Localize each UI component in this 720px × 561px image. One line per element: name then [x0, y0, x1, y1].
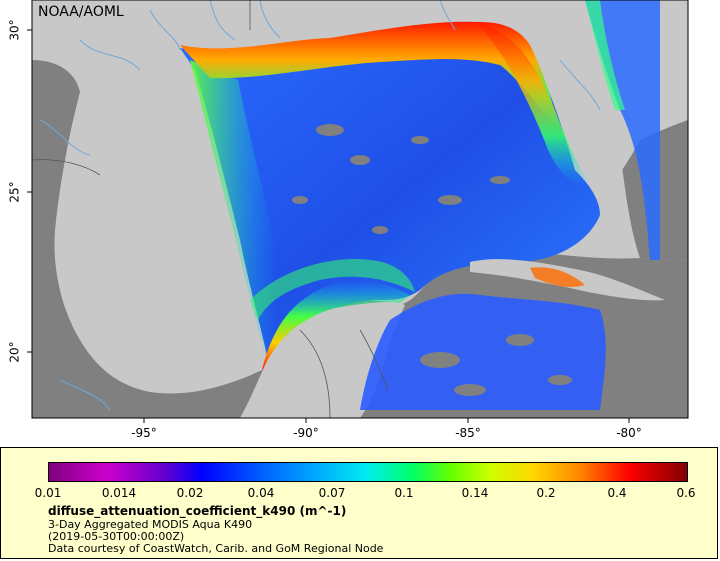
colorbar-tick-label: 0.14	[461, 486, 489, 500]
colorbar-tick-label: 0.2	[536, 486, 556, 500]
coast-florida	[480, 24, 590, 185]
shelf-yucatan-glow	[250, 259, 415, 320]
colorbar-tick-label: 0.01	[34, 486, 62, 500]
legend-product-line: 3-Day Aggregated MODIS Aqua K490	[48, 518, 253, 531]
legend-title: diffuse_attenuation_coefficient_k490 (m^…	[48, 504, 347, 518]
cloud-patches	[292, 124, 572, 396]
lat-tick-label: 30°	[7, 19, 22, 41]
caribbean-swath	[360, 293, 606, 410]
lon-tick-label: -95°	[131, 426, 157, 440]
atlantic-coastal-green	[585, 0, 625, 110]
atlantic-swath	[585, 0, 660, 260]
legend-credit-line: Data courtesy of CoastWatch, Carib. and …	[48, 542, 384, 555]
colorbar-tick-label: 0.014	[101, 486, 137, 500]
shelf-west	[190, 60, 277, 368]
rivers	[39, 0, 601, 411]
colorbar-tick-label: 0.04	[247, 486, 275, 500]
colorbar-tick-label: 0.4	[607, 486, 627, 500]
colorbar	[48, 462, 688, 482]
lat-tick-label: 20°	[7, 341, 22, 363]
map-frame	[31, 0, 689, 419]
cuba-coastal-highlight	[530, 267, 585, 288]
land-east	[660, 0, 688, 120]
tick-marks	[27, 29, 630, 423]
borders	[31, 0, 389, 419]
lon-tick-label: -90°	[293, 426, 319, 440]
colorbar-tick-label: 0.07	[318, 486, 346, 500]
colorbar-tick-label: 0.1	[394, 486, 414, 500]
lon-tick-label: -85°	[455, 426, 481, 440]
lat-tick-label: 25°	[7, 181, 22, 203]
land-yucatan	[240, 302, 405, 418]
coast-north	[180, 21, 560, 130]
colorbar-tick-label: 0.02	[176, 486, 204, 500]
colorbar-tick-label: 0.6	[676, 486, 696, 500]
lon-tick-label: -80°	[616, 426, 642, 440]
map-plot	[27, 0, 689, 423]
credit-label: NOAA/AOML	[38, 4, 124, 20]
legend-date-line: (2019-05-30T00:00:00Z)	[48, 530, 185, 543]
